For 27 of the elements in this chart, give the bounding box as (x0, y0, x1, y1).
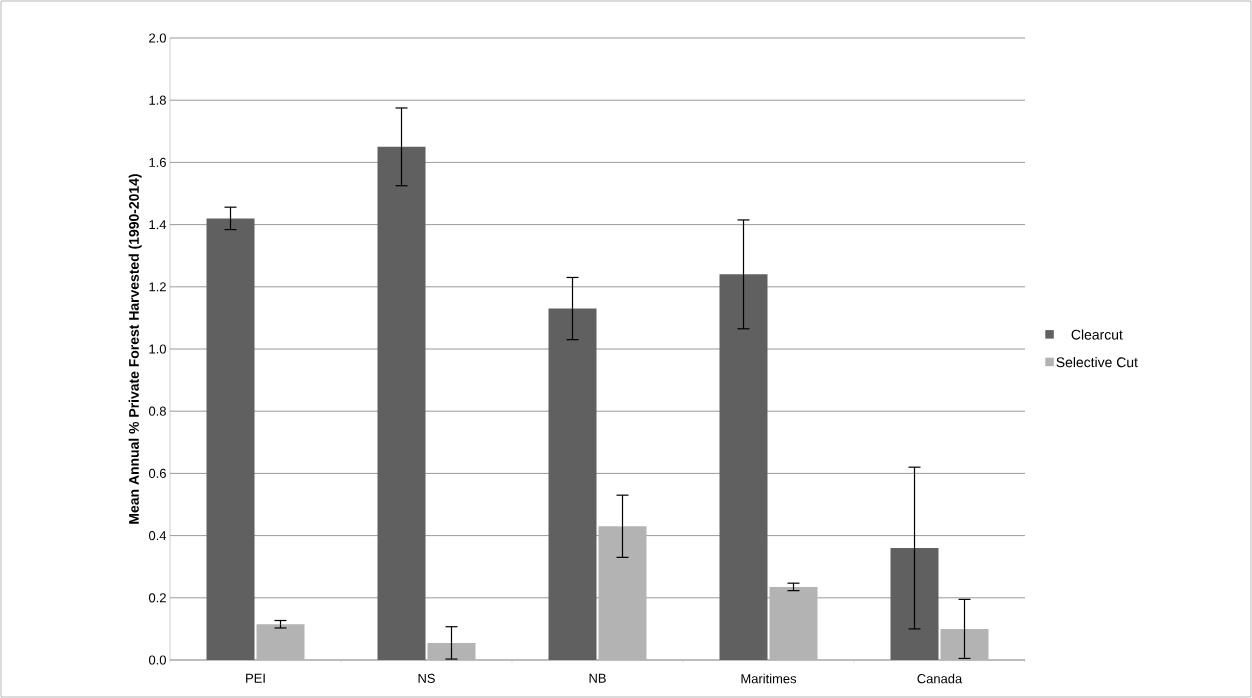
bar (206, 218, 255, 660)
y-tick-label: 1.8 (149, 95, 166, 105)
bar (427, 642, 476, 660)
y-tick-label: 0.2 (148, 593, 166, 603)
bar (769, 586, 818, 660)
legend-label: Clearcut (1071, 329, 1123, 340)
bar (598, 526, 647, 660)
x-tick-label: Maritimes (741, 673, 797, 684)
bar (719, 274, 768, 660)
y-tick-label: 1.4 (149, 220, 167, 230)
y-tick-label: 0.6 (148, 468, 166, 478)
y-tick-label: 0.0 (148, 655, 166, 665)
x-tick-label: NS (418, 673, 435, 683)
x-tick-label: Canada (917, 673, 963, 684)
bar (256, 624, 305, 660)
legend-label: Selective Cut (1056, 356, 1138, 368)
y-tick-label: 0.8 (148, 406, 166, 416)
y-tick-label: 2.0 (149, 33, 166, 43)
y-tick-label: 1.0 (149, 344, 166, 354)
x-tick-label: NB (589, 673, 606, 683)
y-tick-label: 1.2 (149, 282, 166, 292)
bar (548, 308, 597, 660)
y-tick-label: 0.4 (148, 531, 167, 541)
y-tick-label: 1.6 (149, 157, 166, 167)
y-axis-title: Mean Annual % Private Forest Harvested (1990-2014) (128, 174, 142, 524)
bar (377, 146, 426, 660)
x-tick-label: PEI (246, 673, 265, 683)
